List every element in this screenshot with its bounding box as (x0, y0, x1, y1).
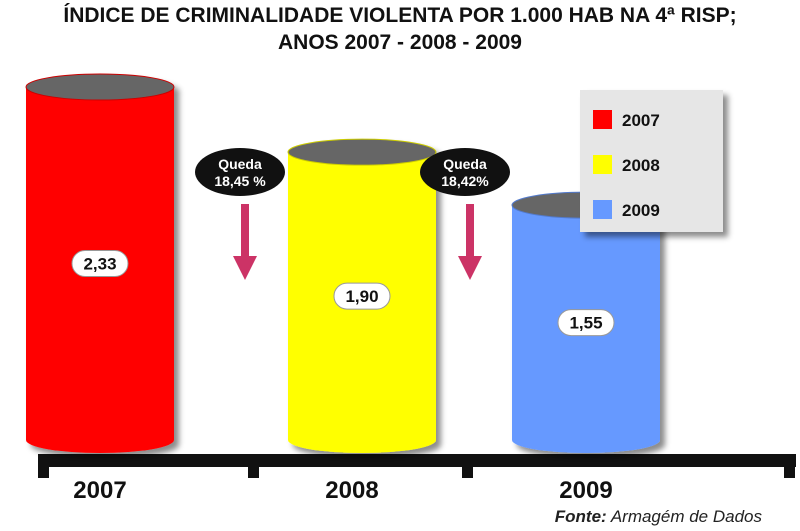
value-label-pill (557, 309, 615, 337)
x-axis-tick (248, 454, 259, 478)
value-label-pill (71, 250, 129, 277)
drop-arrow-shaft (241, 204, 249, 258)
value-label: 2,33 (83, 255, 116, 274)
legend-entry: 2009 (622, 201, 660, 220)
category-label: 2008 (325, 477, 378, 504)
drop-arrow-shaft (466, 204, 474, 258)
legend-swatch (593, 110, 612, 129)
bar-top (25, 73, 175, 101)
drop-label-title: Queda (218, 156, 262, 172)
legend-swatch (593, 155, 612, 174)
legend-entry: 2008 (622, 156, 660, 175)
value-label: 1,90 (345, 287, 378, 306)
category-label: 2009 (559, 477, 612, 504)
legend-entry: 2007 (622, 111, 660, 130)
drop-label-value: 18,45 % (214, 173, 266, 189)
drop-arrow-head (458, 256, 482, 280)
category-label: 2007 (73, 477, 126, 504)
x-axis-tick (462, 454, 473, 478)
drop-badge (420, 148, 510, 196)
bar-top (287, 138, 437, 166)
drop-label-title: Queda (443, 156, 487, 172)
source-text: Armagém de Dados (610, 507, 762, 526)
drop-arrow-head (233, 256, 257, 280)
value-label-pill (333, 282, 391, 310)
value-label: 1,55 (569, 314, 602, 333)
x-axis-tick (38, 454, 49, 478)
legend-swatch (593, 200, 612, 219)
source-note: Fonte: Armagém de Dados (555, 507, 762, 527)
source-label: Fonte: (554, 507, 607, 526)
chart-title: ÍNDICE DE CRIMINALIDADE VIOLENTA POR 1.0… (0, 2, 800, 56)
chart-title-line: ÍNDICE DE CRIMINALIDADE VIOLENTA POR 1.0… (63, 4, 737, 27)
drop-label-value: 18,42% (441, 173, 489, 189)
chart-subtitle: ANOS 2007 - 2008 - 2009 (278, 31, 522, 54)
x-axis-tick (784, 454, 795, 478)
x-axis-base (38, 454, 796, 467)
drop-badge (195, 148, 285, 196)
